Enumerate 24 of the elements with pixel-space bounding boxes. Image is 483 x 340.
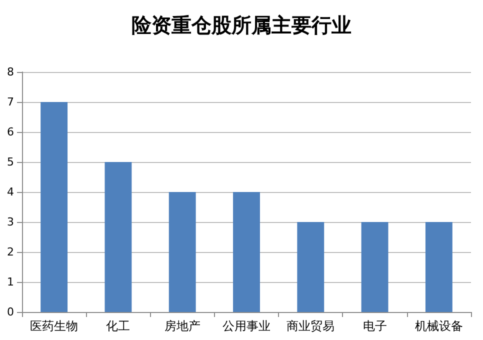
x-tick-label: 医药生物	[30, 319, 78, 333]
x-tick-label: 机械设备	[414, 319, 463, 333]
bar	[233, 192, 260, 312]
y-tick-label: 8	[7, 66, 14, 78]
y-tick-label: 6	[7, 126, 14, 138]
chart-title: 险资重仓股所属主要行业	[132, 13, 352, 37]
y-tick-label: 3	[7, 216, 14, 228]
y-tick-label: 1	[7, 276, 14, 288]
bar	[425, 222, 452, 312]
y-tick-label: 2	[7, 246, 14, 258]
x-tick-label: 商业贸易	[286, 319, 335, 333]
bar	[361, 222, 388, 312]
x-tick-label: 公用事业	[222, 319, 270, 333]
y-tick-label: 0	[7, 306, 14, 318]
x-tick-label: 房地产	[164, 319, 200, 333]
bar	[40, 102, 68, 312]
bar	[168, 192, 196, 312]
bar	[104, 162, 132, 312]
y-tick-label: 4	[7, 186, 14, 198]
y-tick-label: 5	[7, 156, 14, 168]
y-tick-label: 7	[7, 96, 14, 108]
bar	[297, 222, 324, 312]
x-tick-label: 化工	[106, 319, 130, 333]
x-tick-label: 电子	[362, 319, 387, 333]
